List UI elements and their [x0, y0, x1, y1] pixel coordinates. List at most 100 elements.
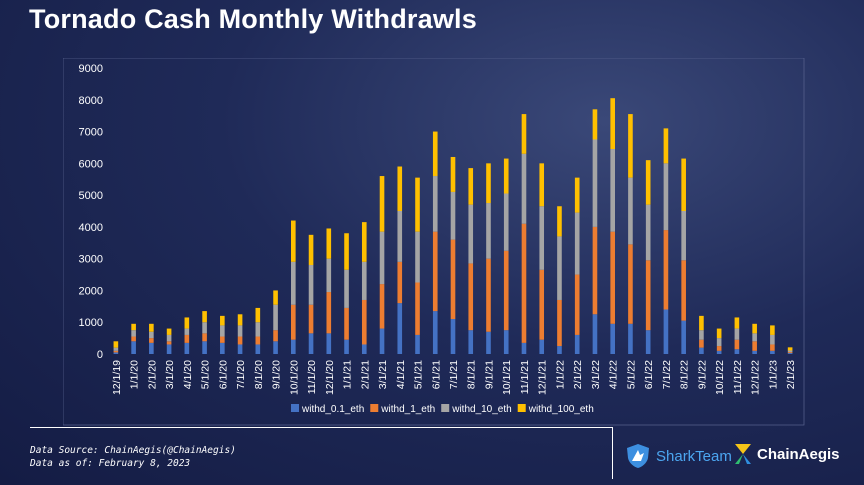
x-tick-label: 9/1/20 — [271, 360, 283, 389]
chainaegis-logo: ChainAegis — [733, 442, 840, 466]
x-tick-label: 10/1/22 — [714, 360, 726, 395]
bar-segment-withd_10_eth — [681, 211, 686, 261]
bar-segment-withd_100_eth — [415, 177, 420, 232]
y-tick-label: 8000 — [79, 95, 103, 107]
x-tick-label: 6/1/22 — [643, 360, 655, 389]
bar-segment-withd_100_eth — [699, 315, 704, 331]
x-tick-label: 10/1/21 — [501, 360, 513, 395]
bar-segment-withd_0-1_eth — [645, 330, 651, 354]
bar-segment-withd_1_eth — [681, 260, 686, 321]
x-tick-label: 2/1/20 — [146, 360, 158, 389]
bar-segment-withd_0-1_eth — [628, 323, 633, 354]
bar-segment-withd_1_eth — [113, 350, 119, 353]
bar-segment-withd_0-1_eth — [220, 342, 225, 354]
bar-segment-withd_10_eth — [379, 231, 385, 285]
bar-segment-withd_10_eth — [521, 153, 527, 224]
bar-segment-withd_1_eth — [734, 339, 740, 350]
bar-segment-withd_10_eth — [752, 333, 757, 342]
x-axis: 12/1/19 1/1/20 2/1/20 3/1/20 4/1/20 5/1/20 6/1… — [111, 360, 797, 395]
bar-segment-withd_1_eth — [166, 341, 172, 345]
bar-segment-withd_100_eth — [770, 325, 775, 335]
bar-segment-withd_0-1_eth — [255, 344, 261, 354]
page-title: Tornado Cash Monthly Withdrawls — [29, 4, 477, 34]
bar-segment-withd_100_eth — [610, 98, 615, 150]
bar-segment-withd_0-1_eth — [574, 334, 580, 354]
x-tick-label: 5/1/22 — [625, 360, 637, 389]
bar-segment-withd_100_eth — [716, 328, 722, 339]
bar-segment-withd_100_eth — [645, 160, 651, 205]
bar-segment-withd_10_eth — [486, 203, 491, 259]
bar-segment-withd_100_eth — [220, 315, 225, 326]
bar-segment-withd_0-1_eth — [734, 349, 740, 354]
data-source-text: Data Source: ChainAegis(@ChainAegis) — [30, 445, 236, 456]
bar-segment-withd_1_eth — [237, 336, 243, 345]
bar-segment-withd_10_eth — [610, 149, 615, 232]
bar-segment-withd_1_eth — [663, 230, 669, 310]
bar-segment-withd_1_eth — [787, 352, 793, 354]
bar-segment-withd_10_eth — [557, 236, 562, 300]
legend-swatch — [370, 404, 379, 412]
bar-segment-withd_10_eth — [699, 330, 704, 340]
bar-segment-withd_0-1_eth — [149, 342, 154, 354]
bar-segment-withd_10_eth — [734, 328, 740, 340]
bar-segment-withd_100_eth — [486, 163, 491, 204]
bar-segment-withd_100_eth — [166, 328, 172, 335]
bar-segment-withd_100_eth — [628, 114, 633, 178]
y-axis: 0 1000 2000 3000 4000 5000 6000 7000 8000 9000 — [79, 63, 103, 361]
x-tick-label: 12/1/19 — [111, 360, 123, 395]
bar-segment-withd_0-1_eth — [592, 314, 598, 354]
x-tick-label: 1/1/23 — [767, 360, 779, 389]
bar-segment-withd_10_eth — [415, 231, 420, 283]
y-tick-label: 1000 — [79, 317, 103, 329]
bar-segment-withd_1_eth — [308, 304, 314, 334]
sharkteam-name: SharkTeam — [656, 447, 732, 465]
bar-segment-withd_100_eth — [113, 341, 119, 348]
bar-segment-withd_0-1_eth — [397, 303, 403, 354]
bar-segment-withd_1_eth — [574, 274, 580, 335]
bar-segment-withd_100_eth — [574, 177, 580, 213]
bar-segment-withd_1_eth — [184, 334, 190, 343]
legend-label: withd_1_eth — [380, 404, 435, 415]
bar-segment-withd_1_eth — [273, 330, 278, 342]
bar-segment-withd_1_eth — [610, 231, 615, 324]
x-tick-label: 5/1/21 — [413, 360, 425, 389]
x-tick-label: 2/1/23 — [785, 360, 797, 389]
bar-segment-withd_10_eth — [273, 304, 278, 331]
x-tick-label: 5/1/20 — [200, 360, 212, 389]
bar-segment-withd_10_eth — [344, 269, 349, 308]
legend-label: withd_100_eth — [528, 404, 594, 415]
bar-segment-withd_100_eth — [237, 314, 243, 326]
bar-segment-withd_0-1_eth — [113, 352, 119, 354]
bar-segment-withd_100_eth — [149, 323, 154, 332]
bar-segment-withd_1_eth — [645, 260, 651, 331]
bar-segment-withd_100_eth — [131, 323, 136, 331]
chainaegis-name: ChainAegis — [757, 445, 840, 463]
x-tick-label: 8/1/20 — [253, 360, 265, 389]
bar-segment-withd_0-1_eth — [610, 323, 615, 354]
bar-segment-withd_100_eth — [308, 234, 314, 266]
bar-segment-withd_10_eth — [645, 204, 651, 261]
bar-segment-withd_1_eth — [361, 299, 367, 345]
x-tick-label: 10/1/20 — [288, 360, 300, 395]
bar-segment-withd_10_eth — [397, 211, 403, 262]
bar-segment-withd_1_eth — [752, 341, 757, 351]
x-tick-label: 11/1/22 — [732, 360, 744, 394]
bar-segment-withd_10_eth — [787, 350, 793, 353]
x-tick-label: 6/1/21 — [430, 360, 442, 389]
bar-segment-withd_0-1_eth — [539, 339, 545, 354]
bar-segment-withd_10_eth — [308, 265, 314, 305]
bar-segment-withd_10_eth — [450, 191, 456, 240]
data-date-text: Data as of: February 8, 2023 — [30, 458, 191, 469]
bar-segment-withd_100_eth — [379, 176, 385, 232]
bar-segment-withd_1_eth — [486, 258, 491, 332]
x-tick-label: 9/1/21 — [483, 360, 495, 389]
x-tick-label: 11/1/21 — [519, 360, 531, 394]
y-tick-label: 7000 — [79, 127, 103, 139]
bar-segment-withd_0-1_eth — [787, 353, 793, 354]
bar-segment-withd_100_eth — [557, 206, 562, 237]
bar-segment-withd_0-1_eth — [752, 350, 757, 354]
footer-divider-vertical — [612, 427, 613, 479]
bar-segment-withd_1_eth — [503, 250, 509, 331]
bar-segment-withd_100_eth — [468, 168, 474, 205]
bar-segment-withd_1_eth — [202, 333, 207, 342]
